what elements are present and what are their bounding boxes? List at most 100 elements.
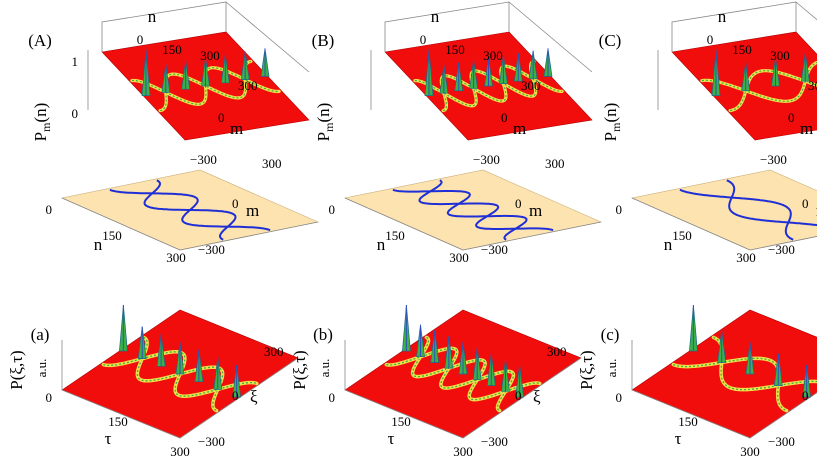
xi-tick: 300 <box>547 344 567 359</box>
m-axis-label: m <box>230 119 243 138</box>
m-tick-lower: −300 <box>481 242 508 257</box>
n-axis-label: n <box>718 7 727 26</box>
tau-axis-label: τ <box>105 429 112 448</box>
m-tick-lower: −300 <box>768 242 795 257</box>
n-tick-lower: 150 <box>385 228 405 243</box>
trajectory <box>679 188 794 241</box>
m-tick-lower: 300 <box>262 156 282 171</box>
xi-tick: 0 <box>232 388 239 403</box>
m-tick: 300 <box>238 78 258 93</box>
panel-label: (c) <box>601 325 620 344</box>
xi-axis-label: ξ <box>250 387 258 406</box>
m-tick: −300 <box>760 152 787 167</box>
tau-tick: 150 <box>391 414 411 429</box>
box-right-edge <box>795 1 817 21</box>
tau-tick: 0 <box>329 390 336 405</box>
tau-tick: 0 <box>616 390 623 405</box>
box-back-edge <box>384 1 510 52</box>
ylabel-sub: m <box>322 122 336 132</box>
z-tick: 0 <box>72 106 79 121</box>
panel-a: (a) 0 150 300 τ 300 0 −300 ξ P(ξ,τ) a.u. <box>7 304 299 459</box>
box-right-edge <box>508 1 593 73</box>
m-tick-lower: −300 <box>198 242 225 257</box>
floor-m-axis <box>179 221 319 251</box>
ylabel-arg: (n) <box>601 103 620 123</box>
z-axis-label: a.u. <box>604 359 619 378</box>
n-tick: 300 <box>200 48 220 63</box>
panel-label: (b) <box>313 325 333 344</box>
tau-axis-line <box>61 389 181 439</box>
n-tick-lower: 0 <box>616 202 623 217</box>
n-tick: 0 <box>137 32 144 47</box>
m-tick-lower: 0 <box>802 196 809 211</box>
y-axis-label: P(ξ,τ) <box>7 350 26 389</box>
floor-m-axis <box>462 221 602 251</box>
m-tick: 0 <box>501 110 508 125</box>
z-axis-label: a.u. <box>34 359 49 378</box>
floor-n-axis <box>61 197 181 251</box>
n-axis-label-lower: n <box>94 235 103 254</box>
xi-tick: 0 <box>802 388 809 403</box>
surface-ridge-detail <box>729 70 817 112</box>
panel-b: (b) 0 150 300 τ 300 0 −300 ξ P(ξ,τ) a.u. <box>290 304 582 459</box>
surface-ridge-detail <box>411 336 540 401</box>
m-tick: 0 <box>788 110 795 125</box>
n-tick: 150 <box>162 42 182 57</box>
y-axis-label: Pm(n) <box>314 103 336 142</box>
n-tick-lower: 0 <box>329 202 336 217</box>
n-tick-lower: 300 <box>736 250 756 265</box>
m-tick-lower: 0 <box>515 196 522 211</box>
xi-tick: −300 <box>768 434 795 449</box>
ylabel-arg: (n) <box>31 103 50 123</box>
m-tick: 300 <box>521 78 541 93</box>
n-tick: 150 <box>445 42 465 57</box>
ylabel-arg: (n) <box>314 103 333 123</box>
y-axis-label: P(ξ,τ) <box>290 350 309 389</box>
panel-C: (C)n01503003000−300mPm(n)0150300n3000−30… <box>599 1 817 265</box>
tau-axis-label: τ <box>388 429 395 448</box>
tau-axis-line <box>344 389 464 439</box>
panel-label: (B) <box>312 31 335 50</box>
ylabel-sub: m <box>39 122 53 132</box>
xi-tick: −300 <box>198 434 225 449</box>
y-axis-label: Pm(n) <box>31 103 53 142</box>
trajectory <box>392 188 528 241</box>
tau-tick: 150 <box>108 414 128 429</box>
n-axis-label: n <box>148 7 157 26</box>
floor-m-axis <box>749 235 817 251</box>
tau-axis-line <box>631 389 751 439</box>
xi-axis-line <box>749 392 817 439</box>
panel-label: (a) <box>31 325 50 344</box>
n-tick: 150 <box>732 42 752 57</box>
tau-tick: 300 <box>740 444 760 459</box>
m-tick: −300 <box>190 152 217 167</box>
xi-axis-label: ξ <box>533 387 541 406</box>
y-axis-label: P(ξ,τ) <box>577 350 596 389</box>
n-tick-lower: 0 <box>46 202 53 217</box>
z-tick: 1 <box>72 54 79 69</box>
tau-axis-label: τ <box>675 429 682 448</box>
n-tick-lower: 300 <box>449 250 469 265</box>
floor-n-axis <box>344 197 464 251</box>
m-axis-label: m <box>800 119 813 138</box>
n-tick-lower: 300 <box>166 250 186 265</box>
surface-ridge-detail <box>713 336 817 391</box>
trajectory <box>418 179 554 232</box>
xi-tick: 300 <box>264 344 284 359</box>
m-tick: 300 <box>808 78 817 93</box>
n-tick-lower: 150 <box>102 228 122 243</box>
n-axis-label-lower: n <box>377 235 386 254</box>
tau-tick: 300 <box>453 444 473 459</box>
xi-axis-line <box>462 357 582 439</box>
xi-tick: 0 <box>515 388 522 403</box>
xi-axis-line <box>179 357 299 439</box>
trajectory <box>109 188 271 232</box>
surface-plane <box>631 309 817 439</box>
panel-label: (A) <box>28 31 52 50</box>
ylabel-p: P <box>31 132 50 141</box>
floor-n-axis <box>631 197 751 251</box>
n-axis-label: n <box>431 7 440 26</box>
tau-tick: 300 <box>170 444 190 459</box>
